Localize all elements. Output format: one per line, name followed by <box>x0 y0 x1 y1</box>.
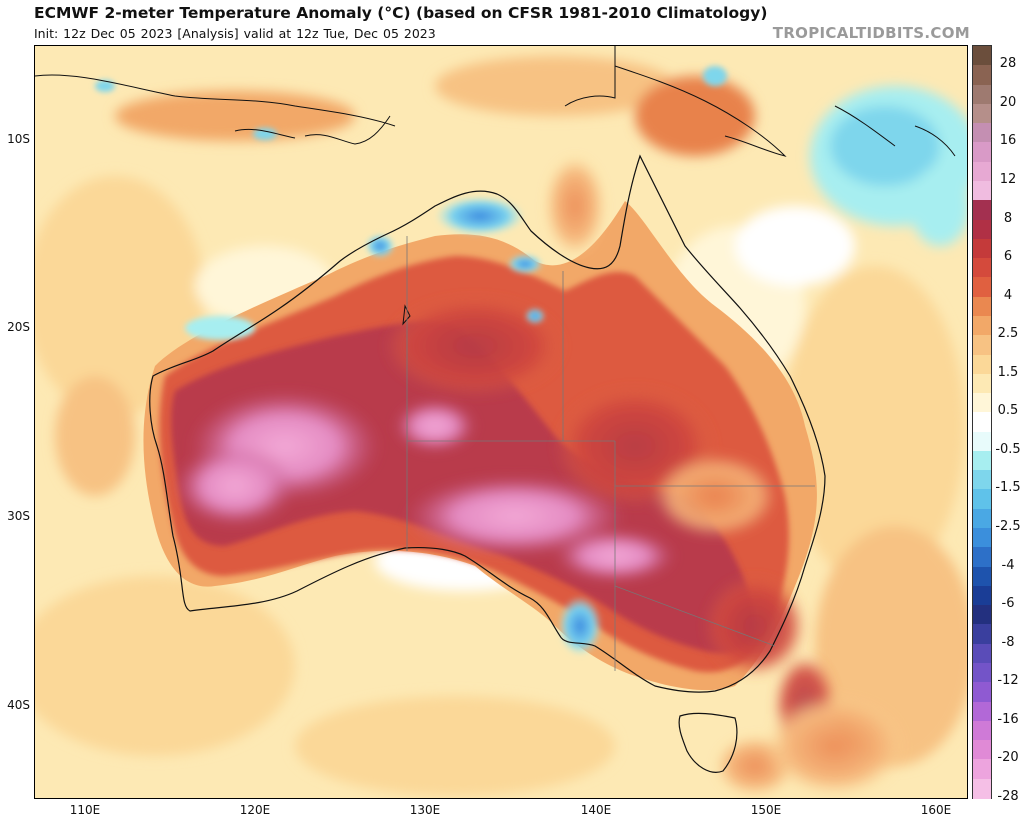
colorbar-swatch <box>973 470 991 491</box>
lat-label-20s: 20S <box>7 320 30 334</box>
state-borders <box>406 236 815 671</box>
extreme-heat-cores <box>175 391 675 581</box>
lon-label-160e: 160E <box>920 803 952 817</box>
colorbar-swatch <box>973 682 991 703</box>
colorbar-swatch <box>973 123 991 143</box>
colorbar-swatch <box>973 431 991 452</box>
coastline-islands <box>35 46 956 326</box>
colorbar-swatch <box>973 315 991 336</box>
lat-label-40s: 40S <box>7 698 30 712</box>
colorbar-swatch <box>973 663 991 683</box>
colorbar-swatch <box>973 373 991 394</box>
colorbar-swatch <box>973 142 991 163</box>
colorbar-swatch <box>973 277 991 298</box>
colorbar-swatch <box>973 489 991 510</box>
colorbar-swatch <box>973 720 991 741</box>
colorbar-label: -0.5 <box>995 441 1021 457</box>
colorbar-swatch <box>973 84 991 105</box>
colorbar-label: 28 <box>999 56 1017 72</box>
colorbar-swatch <box>973 624 991 645</box>
colorbar-swatch <box>973 354 991 375</box>
cool-spots <box>95 66 727 656</box>
colorbar-swatch <box>973 585 991 606</box>
colorbar-swatch <box>973 508 991 529</box>
colorbar-swatch <box>973 412 991 433</box>
colorbar-label: 12 <box>999 171 1017 187</box>
colorbar-swatch <box>973 65 991 86</box>
colorbar-label: 0.5 <box>997 403 1019 419</box>
colorbar-label: -12 <box>997 673 1019 689</box>
colorbar-label: 16 <box>999 133 1017 149</box>
colorbar-swatch <box>973 161 991 182</box>
map-subtitle: Init: 12z Dec 05 2023 [Analysis] valid a… <box>34 26 436 41</box>
colorbar <box>972 45 992 799</box>
lon-label-150e: 150E <box>750 803 782 817</box>
lon-label-120e: 120E <box>239 803 271 817</box>
colorbar-label: -2.5 <box>995 519 1021 535</box>
colorbar-label: 8 <box>1003 210 1013 226</box>
colorbar-swatch <box>973 46 991 66</box>
source-credit: TROPICALTIDBITS.COM <box>772 24 970 42</box>
lon-label-140e: 140E <box>580 803 612 817</box>
colorbar-swatch <box>973 566 991 587</box>
colorbar-swatch <box>973 778 991 799</box>
colorbar-label: -28 <box>997 789 1019 804</box>
coastline-tasmania <box>678 712 738 773</box>
colorbar-label: 4 <box>1003 287 1013 303</box>
colorbar-label: -20 <box>997 750 1019 766</box>
colorbar-swatch <box>973 759 991 780</box>
coral-sea-cool-anomaly <box>810 86 967 246</box>
colorbar-swatch <box>973 393 991 413</box>
colorbar-swatch <box>973 450 991 471</box>
lon-label-110e: 110E <box>69 803 101 817</box>
map-title: ECMWF 2-meter Temperature Anomaly (°C) (… <box>34 4 768 22</box>
colorbar-swatch <box>973 258 991 278</box>
colorbar-label: -6 <box>1001 596 1015 612</box>
lon-label-130e: 130E <box>409 803 441 817</box>
colorbar-label: 20 <box>999 94 1017 110</box>
colorbar-swatch <box>973 335 991 356</box>
colorbar-label: -1.5 <box>995 480 1021 496</box>
colorbar-swatch <box>973 219 991 240</box>
colorbar-swatch <box>973 605 991 626</box>
colorbar-label: 1.5 <box>997 364 1019 380</box>
colorbar-swatch <box>973 296 991 317</box>
warm-bands <box>385 156 905 796</box>
colorbar-swatch <box>973 547 991 568</box>
map-canvas <box>35 46 967 798</box>
anomaly-map <box>34 45 968 799</box>
lat-label-10s: 10S <box>7 132 30 146</box>
colorbar-label: 6 <box>1003 249 1013 265</box>
coastline-australia <box>149 154 826 693</box>
colorbar-swatch <box>973 103 991 124</box>
colorbar-swatch <box>973 740 991 761</box>
colorbar-label: -4 <box>1001 557 1015 573</box>
colorbar-swatch <box>973 200 991 221</box>
colorbar-label: -16 <box>997 711 1019 727</box>
colorbar-label: 2.5 <box>997 326 1019 342</box>
colorbar-swatch <box>973 701 991 722</box>
colorbar-swatch <box>973 180 991 201</box>
colorbar-swatch <box>973 238 991 259</box>
lat-label-30s: 30S <box>7 509 30 523</box>
colorbar-swatch <box>973 528 991 548</box>
colorbar-label: -8 <box>1001 634 1015 650</box>
colorbar-swatch <box>973 643 991 664</box>
